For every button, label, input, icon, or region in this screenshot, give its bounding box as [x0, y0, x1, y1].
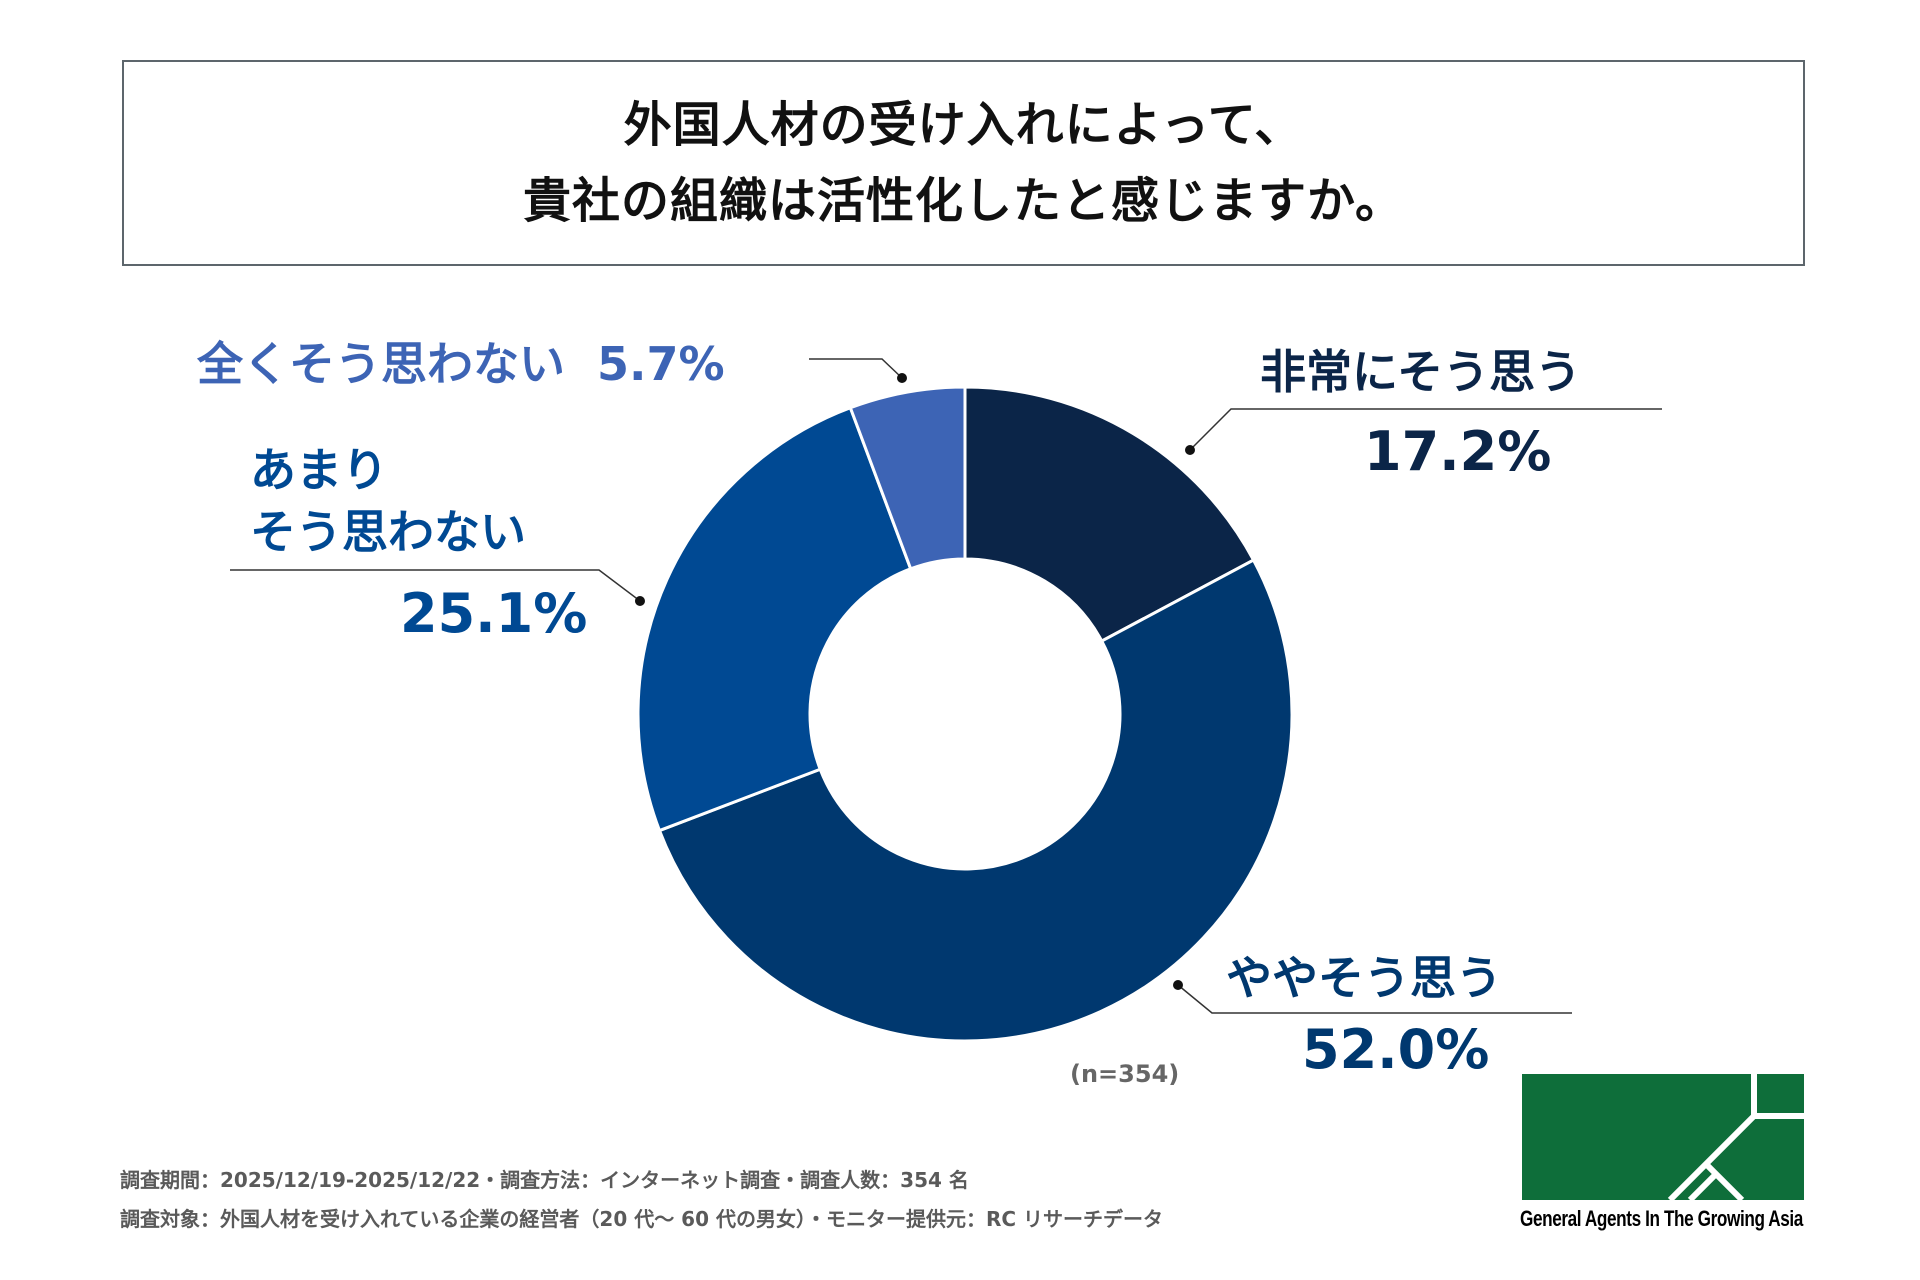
- value-very-much: 17.2%: [1364, 420, 1552, 483]
- leader-dot-not-much: [635, 596, 645, 606]
- value-somewhat: 52.0%: [1302, 1018, 1490, 1081]
- leader-dot-very-much: [1185, 445, 1195, 455]
- label-not-much-line1: あまり: [250, 443, 388, 497]
- leader-dot-not-at-all: [897, 373, 907, 383]
- title-box: 外国人材の受け入れによって、 貴社の組織は活性化したと感じますか。: [122, 60, 1805, 266]
- label-not-at-all-text: 全くそう思わない: [197, 337, 565, 391]
- leader-line-somewhat: [1177, 984, 1572, 1014]
- slice-somewhat: [657, 558, 1294, 1043]
- slice-not-much: [636, 405, 913, 833]
- label-not-at-all: 全くそう思わない 5.7%: [197, 328, 725, 394]
- label-very-much: 非常にそう思う: [1260, 345, 1582, 399]
- leader-line-very-much: [1189, 408, 1662, 451]
- value-not-at-all: 5.7%: [597, 337, 725, 391]
- value-not-much: 25.1%: [400, 582, 588, 645]
- footer-line-1: 調査期間：2025/12/19-2025/12/22・調査方法：インターネット調…: [120, 1168, 969, 1192]
- title-line-2: 貴社の組織は活性化したと感じますか。: [522, 173, 1405, 229]
- leader-line-not-at-all: [809, 358, 903, 379]
- slice-not-at-all: [848, 385, 967, 571]
- logo-text: General Agents In The Growing Asia: [1520, 1206, 1803, 1231]
- leader-line-not-much: [230, 569, 641, 602]
- label-not-much-line2: そう思わない: [250, 505, 526, 559]
- company-logo: [1522, 1074, 1804, 1200]
- slice-very-much: [963, 385, 1256, 644]
- leader-dot-somewhat: [1173, 980, 1183, 990]
- label-somewhat: ややそう思う: [1226, 951, 1502, 1005]
- sample-size: (n=354): [1070, 1060, 1180, 1088]
- title-line-1: 外国人材の受け入れによって、: [623, 97, 1304, 153]
- footer-line-2: 調査対象：外国人材を受け入れている企業の経営者（20 代～ 60 代の男女）・モ…: [120, 1207, 1163, 1231]
